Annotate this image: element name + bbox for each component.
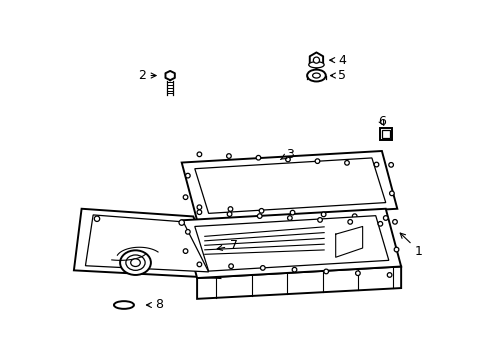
Text: 8: 8	[146, 298, 163, 311]
Circle shape	[347, 220, 352, 224]
Circle shape	[183, 195, 187, 199]
Circle shape	[313, 57, 319, 63]
Circle shape	[197, 152, 202, 157]
Circle shape	[352, 214, 356, 219]
Circle shape	[228, 207, 232, 211]
Polygon shape	[197, 266, 400, 299]
Ellipse shape	[308, 62, 324, 68]
Circle shape	[383, 216, 387, 220]
Ellipse shape	[120, 250, 151, 275]
Text: 5: 5	[330, 69, 346, 82]
Polygon shape	[194, 216, 388, 271]
Text: 2: 2	[137, 69, 156, 82]
Circle shape	[94, 216, 100, 221]
Circle shape	[257, 214, 262, 219]
Circle shape	[197, 210, 202, 215]
Bar	[381, 130, 389, 138]
Circle shape	[226, 154, 231, 158]
Circle shape	[344, 161, 348, 165]
Circle shape	[392, 220, 396, 224]
Circle shape	[321, 212, 325, 217]
Circle shape	[386, 273, 391, 277]
Text: 4: 4	[329, 54, 345, 67]
Polygon shape	[182, 209, 400, 278]
Circle shape	[355, 271, 360, 275]
Circle shape	[228, 264, 233, 269]
Circle shape	[388, 163, 393, 167]
Text: 7: 7	[217, 239, 238, 252]
Circle shape	[183, 249, 187, 253]
Ellipse shape	[306, 69, 325, 81]
Circle shape	[287, 216, 292, 220]
Circle shape	[377, 221, 382, 226]
Circle shape	[323, 269, 328, 274]
Circle shape	[197, 205, 202, 210]
Circle shape	[185, 173, 190, 178]
Circle shape	[197, 262, 202, 267]
Polygon shape	[182, 151, 396, 220]
Circle shape	[317, 218, 322, 222]
Circle shape	[389, 191, 393, 195]
Ellipse shape	[114, 301, 134, 309]
Polygon shape	[309, 53, 323, 68]
Bar	[379, 128, 391, 140]
Circle shape	[256, 156, 260, 160]
Polygon shape	[74, 209, 220, 278]
Circle shape	[179, 220, 184, 225]
Circle shape	[185, 230, 190, 234]
Text: 3: 3	[280, 148, 293, 161]
Circle shape	[290, 210, 294, 215]
Circle shape	[260, 266, 264, 270]
Ellipse shape	[125, 255, 145, 270]
Polygon shape	[194, 158, 385, 213]
Text: 6: 6	[377, 115, 385, 128]
Ellipse shape	[130, 259, 140, 266]
Circle shape	[373, 162, 378, 167]
Text: 1: 1	[399, 233, 422, 258]
Circle shape	[393, 247, 398, 252]
Circle shape	[315, 159, 319, 163]
Circle shape	[259, 208, 264, 213]
Polygon shape	[85, 215, 208, 272]
Circle shape	[227, 212, 231, 216]
Ellipse shape	[312, 73, 320, 78]
Circle shape	[292, 267, 296, 272]
Circle shape	[285, 157, 290, 162]
